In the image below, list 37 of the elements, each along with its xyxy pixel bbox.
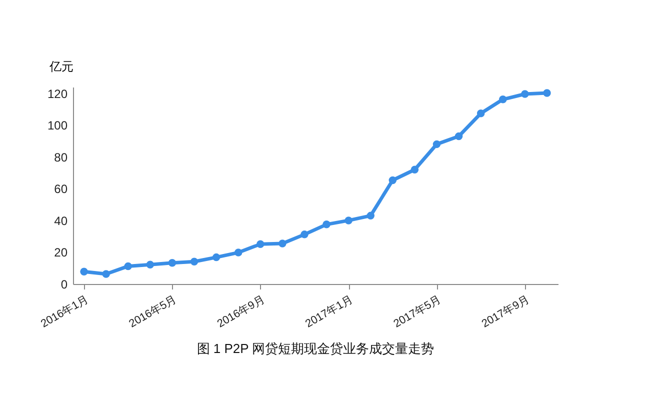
point [168,259,176,267]
point [234,248,242,256]
y-tick-label: 80 [54,150,68,164]
point [499,96,507,104]
point [80,268,88,276]
x-tick-label: 2017年9月 [480,294,532,330]
y-tick-label: 0 [60,278,68,292]
point [322,220,330,228]
point [102,270,110,278]
point [300,230,308,238]
x-tick-label: 2017年1月 [304,294,356,330]
x-tick-label: 2016年9月 [215,294,267,330]
point [454,132,463,140]
point [344,216,352,224]
point [256,240,264,248]
point [543,89,551,97]
y-axis-title: 亿元 [48,60,74,74]
point [432,140,441,148]
x-tick-label: 2017年5月 [392,294,444,330]
y-tick-label: 40 [54,214,68,228]
point [190,258,198,266]
y-tick-label: 100 [47,118,68,133]
y-tick-label: 60 [54,182,68,196]
point [278,240,286,248]
point [146,260,154,268]
y-tick-label: 120 [47,86,68,101]
point [388,176,397,184]
x-tick-label: 2016年5月 [127,294,179,330]
point [521,90,529,98]
point [212,253,220,262]
point [410,166,419,174]
point [476,110,485,118]
x-tick-label: 2016年1月 [38,294,91,330]
point [124,262,132,270]
y-tick-label: 20 [54,246,68,260]
text: 图 1 P2P 网贷短期现金贷业务成交量走势 [196,340,434,356]
point [366,212,374,220]
